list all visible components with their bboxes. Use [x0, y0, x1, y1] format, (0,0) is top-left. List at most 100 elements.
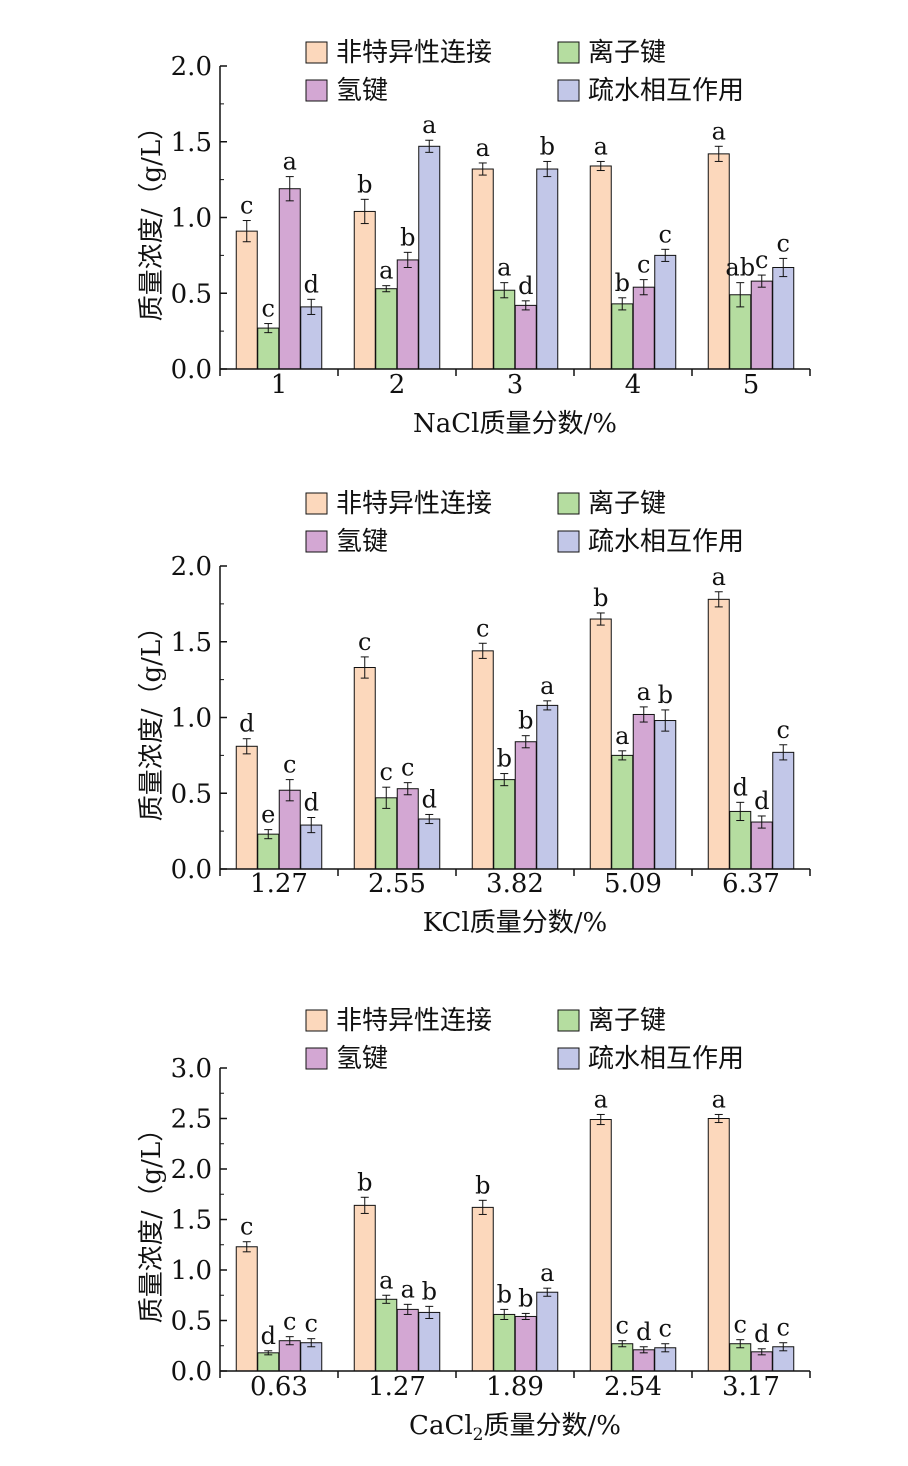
- y-tick-label-5: 2.0: [171, 552, 212, 582]
- bar-3-1: [471, 168, 494, 370]
- sig-label-3-2: b: [497, 1280, 512, 1308]
- y-tick-label-4: 1.5: [171, 1206, 212, 1236]
- bar-2-2: [375, 288, 398, 370]
- bar-3-3: [514, 1315, 537, 1372]
- legend-label-2: 离子键: [588, 38, 666, 68]
- sig-label-4-2: c: [616, 1312, 629, 1340]
- legend-label-2: 离子键: [588, 1006, 666, 1036]
- sig-label-3-1: b: [475, 1171, 490, 1199]
- sig-label-5-3: c: [755, 246, 768, 274]
- bar-1-2: [257, 327, 280, 370]
- x-axis-title: NaCl质量分数/%: [413, 409, 617, 439]
- sig-label-4-3: c: [637, 251, 650, 279]
- sig-label-2-3: a: [401, 1275, 415, 1303]
- bar-4-4: [654, 720, 677, 870]
- bar-1-1: [235, 230, 258, 370]
- x-tick-label-4: 4: [625, 370, 642, 400]
- sig-label-5-4: c: [777, 229, 790, 257]
- legend-swatch-4: [557, 530, 580, 553]
- sig-label-4-3: a: [637, 678, 651, 706]
- bar-2-1: [353, 1204, 376, 1372]
- sig-label-1-3: c: [283, 751, 296, 779]
- y-tick-label-1: 0.0: [171, 855, 212, 885]
- sig-label-3-3: b: [518, 1284, 533, 1312]
- bar-5-1: [707, 598, 730, 870]
- bar-5-1: [707, 1118, 730, 1372]
- sig-label-2-2: c: [380, 758, 393, 786]
- sig-label-3-4: a: [540, 1259, 554, 1287]
- legend-swatch-3: [305, 530, 328, 553]
- legend-label-1: 非特异性连接: [336, 38, 492, 68]
- sig-label-5-3: d: [754, 787, 769, 815]
- y-tick-label-2: 0.5: [171, 279, 212, 309]
- legend-label-2: 离子键: [588, 489, 666, 519]
- sig-label-3-1: c: [476, 614, 489, 642]
- sig-label-4-1: a: [594, 1085, 608, 1113]
- legend-swatch-1: [305, 492, 328, 515]
- x-tick-label-1: 1: [271, 370, 288, 400]
- x-tick-label-3: 3: [507, 370, 524, 400]
- bar-4-1: [589, 165, 612, 370]
- bar-4-2: [611, 1343, 634, 1372]
- bar-3-3: [514, 304, 537, 370]
- legend-label-3: 氢键: [336, 527, 388, 557]
- bar-5-4: [772, 266, 795, 370]
- y-tick-label-2: 0.5: [171, 779, 212, 809]
- legend-swatch-3: [305, 1047, 328, 1070]
- y-axis-title: 质量浓度/（g/L）: [137, 1116, 167, 1323]
- bar-5-3: [750, 821, 773, 870]
- bar-2-3: [396, 788, 419, 870]
- bar-1-2: [257, 833, 280, 870]
- sig-label-2-1: b: [357, 1168, 372, 1196]
- legend-swatch-2: [557, 1009, 580, 1032]
- bar-2-3: [396, 1308, 419, 1372]
- sig-label-4-4: c: [659, 1315, 672, 1343]
- legend-swatch-4: [557, 1047, 580, 1070]
- y-tick-label-1: 0.0: [171, 355, 212, 385]
- bar-3-2: [493, 289, 516, 370]
- legend-label-3: 氢键: [336, 1044, 388, 1074]
- x-tick-label-1: 1.27: [250, 869, 308, 899]
- x-tick-label-4: 2.54: [604, 1372, 662, 1402]
- legend-label-4: 疏水相互作用: [588, 527, 744, 557]
- legend-swatch-4: [557, 79, 580, 102]
- legend-label-4: 疏水相互作用: [588, 76, 744, 106]
- bar-3-3: [514, 741, 537, 870]
- bar-3-4: [536, 1291, 559, 1372]
- bar-4-3: [632, 713, 655, 870]
- sig-label-5-1: a: [712, 563, 726, 591]
- sig-label-3-4: b: [540, 132, 555, 160]
- legend-label-1: 非特异性连接: [336, 1006, 492, 1036]
- sig-label-3-2: a: [497, 254, 511, 282]
- legend-label-1: 非特异性连接: [336, 489, 492, 519]
- sig-label-1-2: c: [262, 295, 275, 323]
- x-axis-title: KCl质量分数/%: [423, 908, 607, 938]
- sig-label-1-4: c: [305, 1310, 318, 1338]
- y-tick-label-7: 3.0: [171, 1054, 212, 1084]
- sig-label-5-3: d: [754, 1320, 769, 1348]
- legend-swatch-3: [305, 79, 328, 102]
- y-tick-label-5: 2.0: [171, 52, 212, 82]
- y-tick-label-3: 1.0: [171, 1256, 212, 1286]
- x-tick-label-5: 5: [743, 370, 760, 400]
- bar-1-4: [300, 306, 323, 370]
- sig-label-5-4: c: [777, 1314, 790, 1342]
- y-tick-label-4: 1.5: [171, 128, 212, 158]
- sig-label-1-4: d: [304, 270, 319, 298]
- sig-label-1-1: c: [240, 192, 253, 220]
- sig-label-4-1: b: [593, 584, 608, 612]
- sig-label-4-3: d: [636, 1318, 651, 1346]
- sig-label-2-2: a: [379, 1266, 393, 1294]
- legend-swatch-2: [557, 41, 580, 64]
- sig-label-1-3: a: [283, 148, 297, 176]
- bar-3-2: [493, 1313, 516, 1372]
- bar-3-1: [471, 650, 494, 870]
- sig-label-4-4: c: [659, 220, 672, 248]
